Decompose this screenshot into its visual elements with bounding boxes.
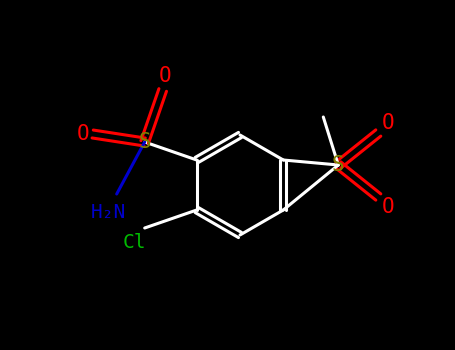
Text: O: O [382,113,394,133]
Text: H₂N: H₂N [91,203,126,222]
Text: O: O [76,124,89,144]
Text: Cl: Cl [123,232,147,252]
Text: O: O [382,197,394,217]
Text: S: S [138,132,151,152]
Text: O: O [158,66,171,86]
Text: S: S [332,155,344,175]
